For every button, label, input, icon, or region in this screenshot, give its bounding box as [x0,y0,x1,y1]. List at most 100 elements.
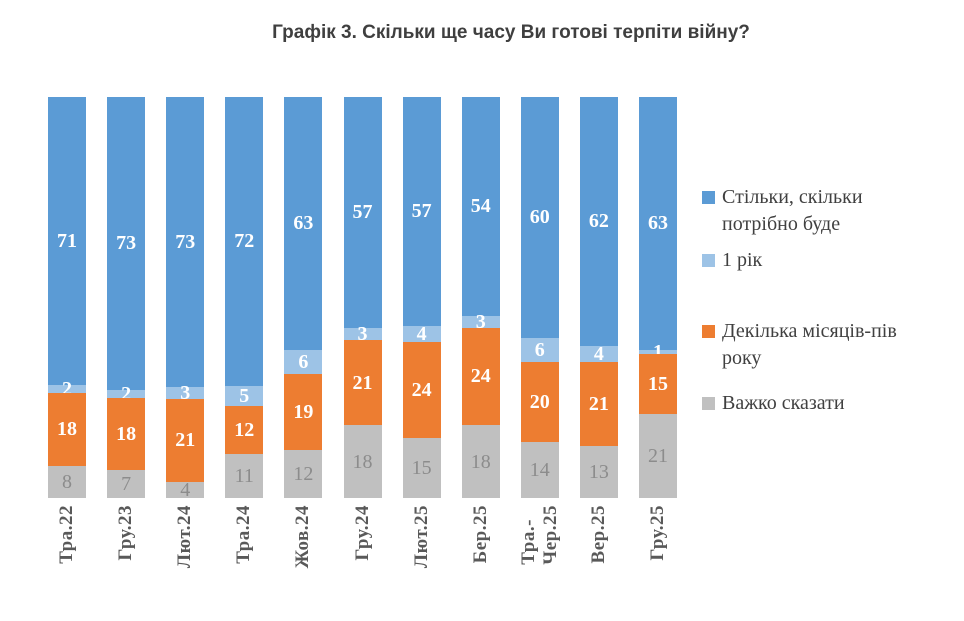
bar-group: 57 3 21 18 [343,97,382,498]
bar-segment: 13 [579,445,618,498]
segment-value-label: 24 [470,365,491,388]
segment-value-label: 8 [62,470,72,493]
bar-segment: 24 [461,327,500,426]
x-axis-label: Тра.- Чер.25 [517,505,561,565]
bar-segment: 18 [343,425,382,498]
bar-group: 63 6 19 12 [284,97,323,498]
segment-value-label: 11 [234,464,254,487]
bar-group: 62 4 21 13 [579,97,618,498]
legend-label: Декілька місяців-пів року [722,320,897,369]
bar-segment: 18 [461,425,500,498]
bar-group: 57 4 24 15 [402,97,441,498]
bar-segment: 6 [284,349,323,374]
segment-value-label: 7 [121,472,132,495]
legend-swatch [702,397,715,410]
segment-value-label: 5 [239,384,250,407]
bar-group: 72 5 12 11 [225,97,264,498]
x-axis-label: Жов.24 [292,505,314,569]
bar-segment: 21 [639,413,677,498]
segment-value-label: 73 [175,230,196,253]
segment-value-label: 21 [352,371,373,394]
bar-segment: 62 [579,97,618,346]
bar-segment: 73 [166,97,205,387]
bar-segment: 12 [284,449,323,498]
bar-group: 73 3 21 4 [166,97,205,500]
legend-swatch [702,254,715,267]
segment-value-label: 19 [293,400,314,423]
segment-value-label: 62 [588,210,609,233]
segment-value-label: 54 [470,195,491,218]
segment-value-label: 57 [352,201,373,224]
bar-segment: 4 [166,480,205,500]
segment-value-label: 12 [293,462,314,485]
legend-item: 1 рік [702,247,952,274]
bar-segment: 14 [520,441,559,498]
x-axis-label: Гру.25 [647,505,668,561]
segment-value-label: 18 [470,450,491,473]
bar-segment: 4 [579,344,618,364]
segment-value-label: 18 [57,418,77,441]
bar-segment: 19 [284,373,323,450]
x-axis-label-slot: Жов.24 [292,505,314,573]
x-axis-label-slot: Гру.25 [647,505,669,566]
bar-segment: 5 [225,385,264,406]
segment-value-label: 4 [593,342,604,365]
bar-segment: 60 [520,97,559,338]
segment-value-label: 60 [529,206,550,229]
segment-value-label: 72 [234,230,255,253]
bar-segment: 15 [639,353,677,414]
bar-segment: 21 [343,340,382,426]
bar-group: 60 6 20 14 [520,97,559,498]
x-axis-label: Вер.25 [587,505,609,564]
legend: Стільки, скільки потрібно буде 1 рік Декіл… [702,184,952,417]
segment-value-label: 15 [648,372,668,395]
segment-value-label: 73 [116,232,137,255]
segment-value-label: 63 [293,212,314,235]
bar-segment: 8 [48,465,86,498]
legend-swatch [702,191,715,204]
bar-group: 73 2 18 7 [107,97,146,498]
segment-value-label: 14 [529,458,550,481]
legend-label: 1 рік [722,249,763,271]
bar-segment: 24 [402,341,441,438]
legend-label: Важко сказати [722,392,845,414]
segment-value-label: 4 [416,322,427,345]
segment-value-label: 21 [588,392,609,415]
segment-value-label: 63 [648,212,668,235]
segment-value-label: 6 [298,350,309,373]
bar-segment: 12 [225,405,264,454]
bar-group: 63 1 15 21 [639,97,677,498]
x-axis-label: Лют.24 [174,505,196,569]
bar-group: 54 3 24 18 [461,97,500,498]
segment-value-label: 21 [175,429,196,452]
x-axis-label-slot: Гру.24 [352,505,374,566]
x-axis-label-slot: Тра.22 [56,505,78,569]
x-axis-label-slot: Лют.25 [411,505,433,573]
legend-swatch [702,325,715,338]
x-axis-label-slot: Тра.24 [233,505,255,569]
x-axis-label: Тра.24 [233,505,255,564]
legend-item: Важко сказати [702,390,952,417]
segment-value-label: 21 [648,444,668,467]
bar-segment: 3 [166,383,205,403]
bar-segment: 15 [402,437,441,498]
segment-value-label: 12 [234,418,255,441]
bar-segment: 71 [48,97,86,385]
bar-segment: 2 [48,379,86,399]
bar-segment: 3 [461,312,500,332]
x-axis-label: Гру.23 [115,505,137,561]
bar-segment: 20 [520,361,559,442]
bar-segment: 18 [48,392,86,466]
plot-area: 71 2 18 8 Тра.22 73 2 18 7 Гру.23 73 3 21 4 Лют.24 72 5 1… [48,97,678,568]
legend-item: Стільки, скільки потрібно буде [702,184,952,238]
x-axis-label-slot: Вер.25 [588,505,610,568]
bar-segment: 4 [402,324,441,344]
bar-segment: 21 [166,398,205,483]
segment-value-label: 13 [588,460,609,483]
bar-segment: 63 [284,97,323,350]
segment-value-label: 71 [57,229,77,252]
segment-value-label: 15 [411,456,432,479]
segment-value-label: 4 [180,479,191,502]
segment-value-label: 20 [529,390,550,413]
